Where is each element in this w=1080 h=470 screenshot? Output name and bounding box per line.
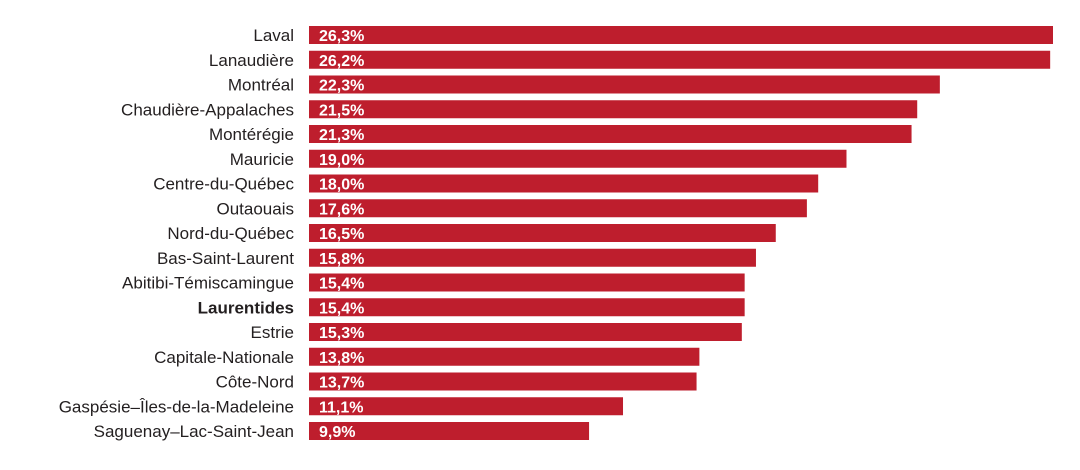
category-label: Mauricie bbox=[230, 150, 294, 169]
bar-row: Montréal 22,3% bbox=[228, 75, 940, 95]
bar-row: Côte-Nord 13,7% bbox=[216, 372, 697, 392]
value-label: 9,9% bbox=[319, 424, 355, 441]
value-label: 21,3% bbox=[319, 127, 364, 144]
category-label: Capitale-Nationale bbox=[154, 348, 294, 367]
bar-row: Centre-du-Québec 18,0% bbox=[153, 174, 819, 194]
category-label: Nord-du-Québec bbox=[167, 224, 294, 243]
category-label: Centre-du-Québec bbox=[153, 175, 294, 194]
category-label: Laval bbox=[253, 26, 294, 45]
bar bbox=[309, 199, 807, 218]
category-label: Lanaudière bbox=[209, 51, 294, 70]
category-label: Côte-Nord bbox=[216, 373, 294, 392]
category-label: Montréal bbox=[228, 76, 294, 95]
bar-row: Abitibi-Témiscamingue 15,4% bbox=[122, 273, 745, 293]
category-label: Bas-Saint-Laurent bbox=[157, 249, 294, 268]
bar bbox=[309, 125, 912, 143]
category-label: Montérégie bbox=[209, 125, 294, 144]
bar-row: Montérégie 21,3% bbox=[209, 125, 912, 144]
bar-row: Capitale-Nationale 13,8% bbox=[154, 347, 700, 367]
category-label: Gaspésie–Îles-de-la-Madeleine bbox=[59, 397, 294, 416]
bar-row: Lanaudière 26,2% bbox=[209, 50, 1051, 70]
value-label: 19,0% bbox=[319, 152, 364, 169]
bar-row: Laval 26,3% bbox=[253, 26, 1053, 45]
value-label: 13,8% bbox=[319, 350, 364, 367]
bar-row: Nord-du-Québec 16,5% bbox=[167, 224, 776, 243]
bar bbox=[309, 174, 819, 193]
bar bbox=[309, 397, 624, 416]
value-label: 11,1% bbox=[319, 399, 363, 416]
bar bbox=[309, 75, 940, 94]
category-label: Saguenay–Lac-Saint-Jean bbox=[94, 422, 294, 441]
bar bbox=[309, 248, 756, 267]
bar-row: Estrie 15,3% bbox=[251, 323, 742, 342]
bar bbox=[309, 422, 590, 440]
bar bbox=[309, 273, 745, 292]
value-label: 26,2% bbox=[319, 53, 364, 70]
bar bbox=[309, 100, 918, 119]
category-label: Outaouais bbox=[217, 199, 295, 218]
bar-row: Chaudière-Appalaches 21,5% bbox=[121, 100, 918, 119]
bar bbox=[309, 26, 1053, 44]
value-label: 26,3% bbox=[319, 28, 364, 45]
bar-row: Gaspésie–Îles-de-la-Madeleine 11,1% bbox=[59, 397, 624, 416]
category-label: Laurentides bbox=[198, 298, 294, 317]
bar-row: Mauricie 19,0% bbox=[230, 149, 847, 169]
category-label: Estrie bbox=[251, 323, 294, 342]
bar-row: Saguenay–Lac-Saint-Jean 9,9% bbox=[94, 422, 590, 441]
value-label: 15,3% bbox=[319, 325, 364, 342]
value-label: 21,5% bbox=[319, 102, 364, 119]
bar bbox=[309, 372, 697, 391]
bar-row: Outaouais 17,6% bbox=[217, 199, 807, 218]
bar bbox=[309, 323, 742, 341]
value-label: 18,0% bbox=[319, 177, 364, 194]
value-label: 15,4% bbox=[319, 276, 364, 293]
category-label: Abitibi-Témiscamingue bbox=[122, 274, 294, 293]
bar-row: Bas-Saint-Laurent 15,8% bbox=[157, 248, 756, 268]
bar bbox=[309, 298, 745, 317]
value-label: 22,3% bbox=[319, 78, 364, 95]
category-label: Chaudière-Appalaches bbox=[121, 100, 294, 119]
value-label: 15,8% bbox=[319, 251, 364, 268]
value-label: 15,4% bbox=[319, 300, 364, 317]
value-label: 13,7% bbox=[319, 375, 364, 392]
bar bbox=[309, 50, 1051, 69]
value-label: 16,5% bbox=[319, 226, 364, 243]
value-label: 17,6% bbox=[319, 201, 364, 218]
bar bbox=[309, 224, 776, 242]
bar bbox=[309, 149, 847, 168]
bar-row: Laurentides 15,4% bbox=[198, 298, 745, 317]
bar bbox=[309, 347, 700, 366]
